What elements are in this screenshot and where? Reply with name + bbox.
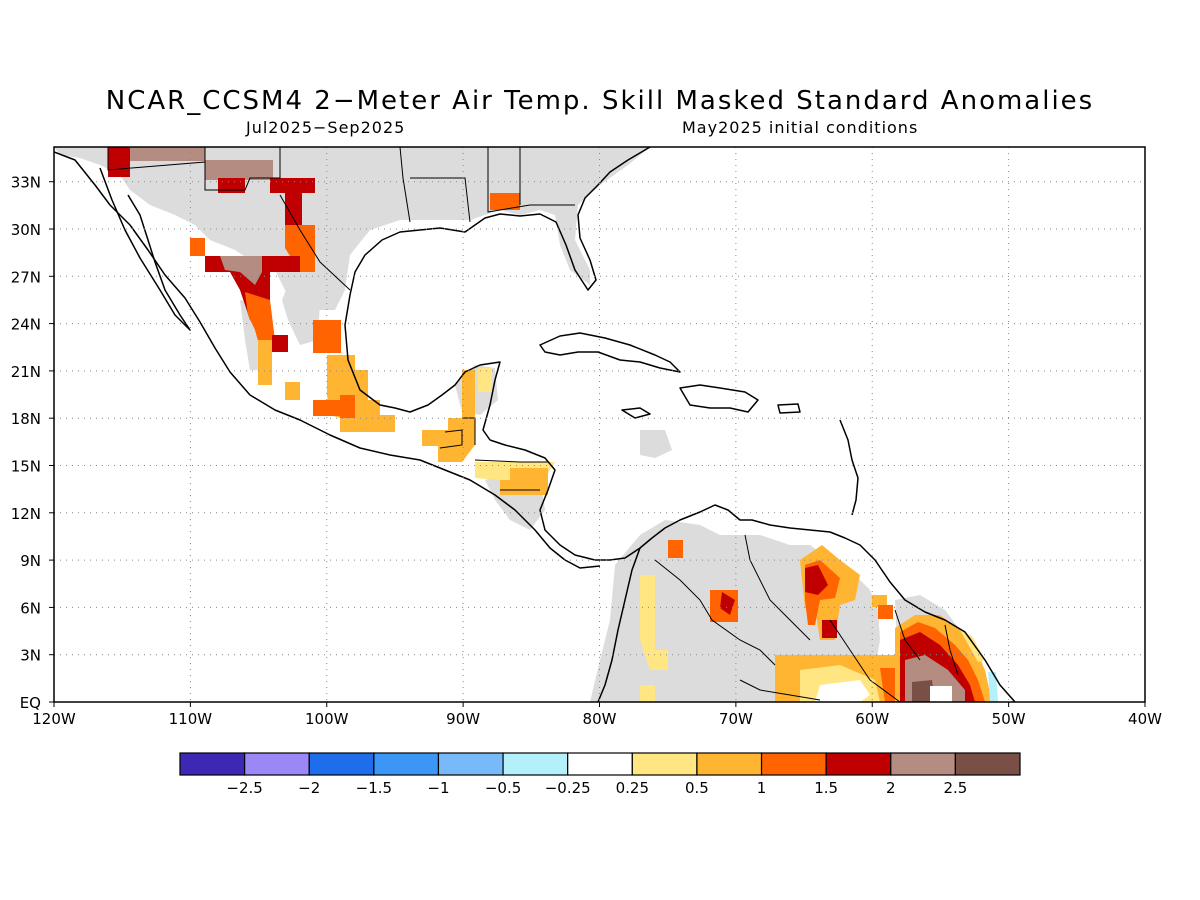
- colorbar-swatch: [631, 752, 698, 776]
- anomaly-cell: [220, 256, 262, 285]
- anomaly-cell: [960, 630, 985, 662]
- colorbar-tick-label: 0.25: [616, 779, 649, 797]
- anomaly-cell: [640, 685, 655, 702]
- colorbar-tick-label: 1.5: [814, 779, 838, 797]
- anomaly-cell: [245, 292, 275, 355]
- longitude-labels: 120W 110W 100W 90W 80W 70W 60W 50W 40W: [32, 710, 1162, 728]
- colorbar: [179, 752, 1021, 776]
- colorbar-swatch: [179, 752, 246, 776]
- anomaly-cell: [327, 355, 395, 432]
- anomaly-cell: [205, 256, 300, 330]
- anomaly-cell: [500, 468, 548, 495]
- lat-tick-label: 30N: [11, 221, 41, 239]
- colorbar-swatch: [567, 752, 633, 776]
- anomaly-cell: [218, 178, 315, 193]
- initial-conditions: May2025 initial conditions: [682, 118, 919, 137]
- colorbar-swatch: [308, 752, 375, 776]
- forecast-period: Jul2025−Sep2025: [246, 118, 406, 137]
- map-title: NCAR_CCSM4 2−Meter Air Temp. Skill Maske…: [105, 86, 1095, 116]
- skill-mask-layer: [54, 147, 990, 702]
- anomaly-cell: [205, 160, 273, 180]
- anomaly-cell: [930, 686, 952, 702]
- graticule: [54, 147, 1145, 702]
- colorbar-tick-label: −2.5: [226, 779, 262, 797]
- colorbar-tick-label: 0.5: [685, 779, 709, 797]
- lon-tick-label: 80W: [583, 710, 617, 728]
- coastline-layer: [54, 147, 1016, 702]
- colorbar-swatch: [696, 752, 763, 776]
- colorbar-tick-label: 2: [886, 779, 896, 797]
- lat-tick-label: 15N: [11, 458, 41, 476]
- colorbar-swatch: [373, 752, 440, 776]
- anomaly-cell: [478, 368, 492, 392]
- colorbar-swatch: [954, 752, 1021, 776]
- anomaly-cell: [490, 193, 520, 210]
- anomaly-cell: [285, 193, 302, 225]
- colorbar-swatch: [437, 752, 504, 776]
- anomaly-shading-layer: [108, 147, 998, 702]
- anomaly-cell: [313, 320, 341, 353]
- colorbar-swatch: [890, 752, 956, 776]
- lat-tick-label: 24N: [11, 316, 41, 334]
- colorbar-tick-label: −1: [427, 779, 449, 797]
- colorbar-swatch: [760, 752, 827, 776]
- colorbar-swatch: [502, 752, 569, 776]
- anomaly-cell: [313, 395, 355, 418]
- lat-tick-label: 6N: [20, 599, 41, 617]
- anomaly-cell: [822, 620, 837, 638]
- anomaly-cell: [668, 540, 683, 558]
- colorbar-swatch: [825, 752, 892, 776]
- lon-tick-label: 120W: [32, 710, 76, 728]
- axis-ticks: [49, 181, 1146, 707]
- anomaly-cell: [462, 370, 475, 418]
- colorbar-labels: −2.5 −2 −1.5 −1 −0.5 −0.25 0.25 0.5 1 1.5 2 2.5: [226, 779, 967, 797]
- anomaly-cell: [878, 605, 893, 619]
- colorbar-tick-label: −0.5: [485, 779, 521, 797]
- lat-tick-label: EQ: [20, 694, 41, 712]
- anomaly-cell: [130, 147, 205, 161]
- anomaly-cell: [258, 340, 272, 385]
- lon-tick-label: 110W: [169, 710, 213, 728]
- lon-tick-label: 90W: [446, 710, 480, 728]
- anomaly-cell: [805, 565, 828, 595]
- colorbar-tick-label: 1: [757, 779, 767, 797]
- anomaly-cell: [190, 238, 205, 256]
- latitude-labels: EQ 3N 6N 9N 12N 15N 18N 21N 24N 27N 30N 33N: [11, 174, 41, 712]
- anomaly-cell: [988, 672, 998, 702]
- lon-tick-label: 60W: [855, 710, 889, 728]
- lat-tick-label: 9N: [20, 552, 41, 570]
- anomaly-cell: [285, 382, 300, 400]
- colorbar-tick-label: −0.25: [545, 779, 591, 797]
- lat-tick-label: 33N: [11, 174, 41, 192]
- lat-tick-label: 27N: [11, 268, 41, 286]
- anomaly-cell: [640, 575, 668, 670]
- anomaly-cell: [422, 418, 475, 462]
- anomaly-cell: [720, 592, 735, 615]
- anomaly-cell: [285, 225, 315, 272]
- lat-tick-label: 18N: [11, 410, 41, 428]
- lon-tick-label: 50W: [992, 710, 1026, 728]
- lon-tick-label: 70W: [719, 710, 753, 728]
- anomaly-cell: [912, 680, 935, 702]
- border-layer: [107, 147, 959, 702]
- colorbar-tick-label: −2: [298, 779, 320, 797]
- lon-tick-label: 40W: [1128, 710, 1162, 728]
- colorbar-tick-label: 2.5: [943, 779, 967, 797]
- colorbar-tick-label: −1.5: [356, 779, 392, 797]
- lon-tick-label: 100W: [305, 710, 349, 728]
- anomaly-cell: [815, 680, 870, 702]
- anomaly-cell: [272, 335, 288, 352]
- anomaly-cell: [872, 595, 887, 607]
- lat-tick-label: 21N: [11, 363, 41, 381]
- colorbar-swatch: [244, 752, 310, 776]
- lat-tick-label: 12N: [11, 505, 41, 523]
- lat-tick-label: 3N: [20, 647, 41, 665]
- anomaly-cell: [108, 147, 130, 177]
